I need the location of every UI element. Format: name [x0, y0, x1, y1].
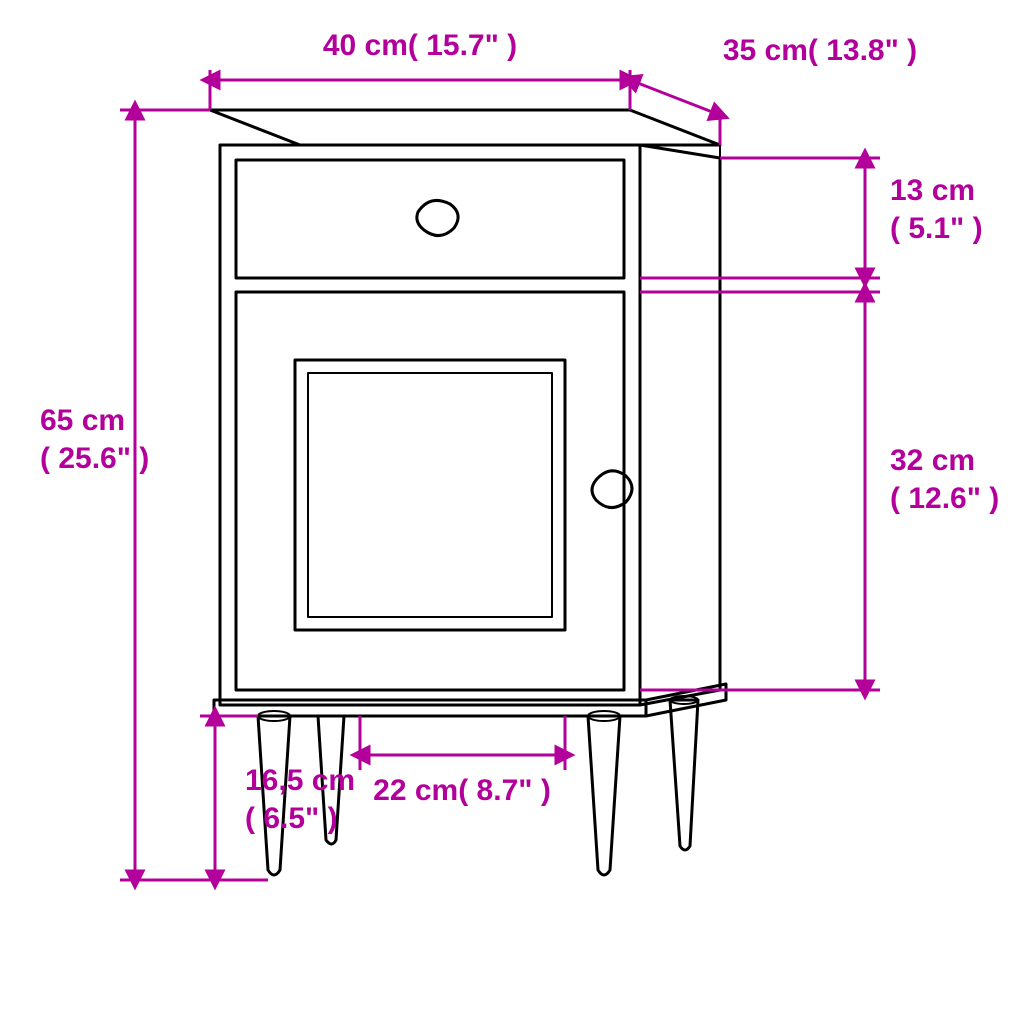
dim-depth-label: 35 cm( 13.8" ) [723, 34, 917, 67]
dim-height-label: 65 cm( 25.6" ) [40, 404, 149, 475]
dim-panel-width-label: 22 cm( 8.7" ) [373, 774, 551, 807]
dim-door-label: 32 cm( 12.6" ) [890, 444, 999, 515]
dim-drawer-label: 13 cm( 5.1" ) [890, 174, 983, 245]
dim-width-label: 40 cm( 15.7" ) [323, 29, 517, 62]
